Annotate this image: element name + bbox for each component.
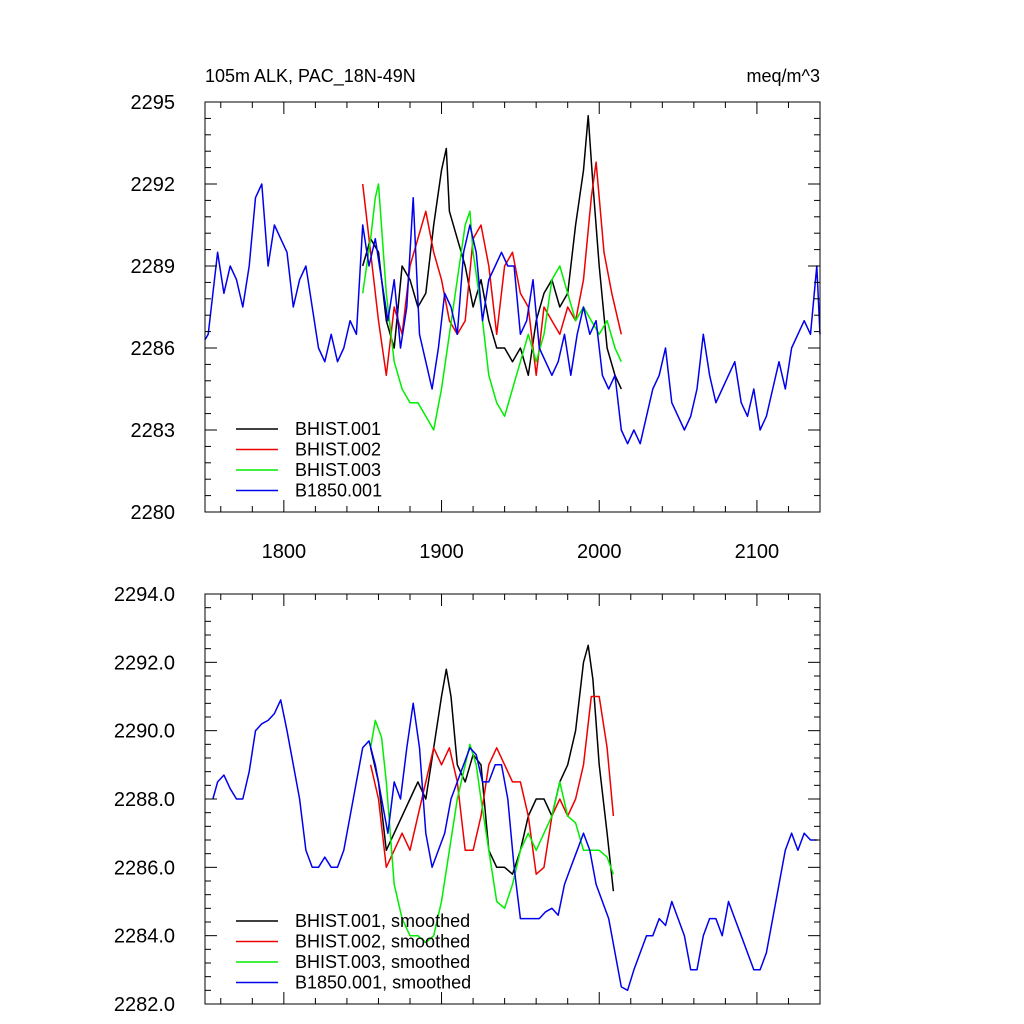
x-tick-label: 1900: [419, 541, 464, 563]
legend-label-1: BHIST.001: [295, 419, 381, 439]
y-tick-label: 2294.0: [114, 584, 175, 606]
y-tick-label: 2282.0: [114, 994, 175, 1016]
legend-label-4: B1850.001: [295, 481, 382, 501]
x-tick-label: 2100: [735, 541, 780, 563]
y-tick-label: 2290.0: [114, 721, 175, 743]
legend-label-4: B1850.001, smoothed: [295, 973, 471, 993]
series-line-2: [369, 695, 615, 875]
plot-frame-bottom: [204, 593, 821, 1005]
series-layer-bottom: [212, 644, 817, 992]
y-tick-label: 2283: [131, 420, 176, 442]
y-tick-label: 2289: [131, 256, 176, 278]
series-line-2: [361, 161, 623, 377]
y-tick-label: 2288.0: [114, 789, 175, 811]
legend-label-1: BHIST.001, smoothed: [295, 911, 470, 931]
y-tick-label: 2286: [131, 338, 176, 360]
series-line-1: [361, 114, 622, 390]
chart-title: 105m ALK, PAC_18N-49N: [205, 66, 416, 87]
y-tick-label: 2292.0: [114, 652, 175, 674]
legend-label-2: BHIST.002, smoothed: [295, 932, 470, 952]
x-tick-label: 1800: [262, 541, 307, 563]
series-line-4: [204, 183, 821, 445]
legend-label-3: BHIST.003, smoothed: [295, 952, 470, 972]
series-layer-top: [204, 114, 821, 445]
series-line-3: [369, 719, 615, 944]
y-tick-label: 2286.0: [114, 857, 175, 879]
units-label: meq/m^3: [747, 66, 820, 86]
legend-label-2: BHIST.002: [295, 440, 381, 460]
series-line-3: [361, 183, 622, 431]
axes-layer-top: 2280 2283 2286 2289 2292 2295 1800 1900 2000 2100: [131, 92, 821, 563]
y-tick-label: 2295: [131, 92, 176, 114]
series-line-4: [212, 699, 817, 992]
axes-layer-bottom: 2282.0 2284.0 2286.0 2288.0 2290.0 2292.0 2294…: [114, 584, 821, 1016]
y-tick-label: 2292: [131, 174, 176, 196]
x-tick-label: 2000: [577, 541, 622, 563]
y-tick-label: 2284.0: [114, 926, 175, 948]
series-line-1: [369, 644, 615, 892]
panel-top: 105m ALK, PAC_18N-49N meq/m^3 2280228322…: [131, 66, 821, 563]
plot-frame-top: [204, 101, 821, 513]
panel-bottom: 2282.0 2284.0 2286.0 2288.0 2290.0 2292.0 2294…: [114, 584, 821, 1016]
legend-label-3: BHIST.003: [295, 460, 381, 480]
y-tick-label: 2280: [131, 502, 176, 524]
